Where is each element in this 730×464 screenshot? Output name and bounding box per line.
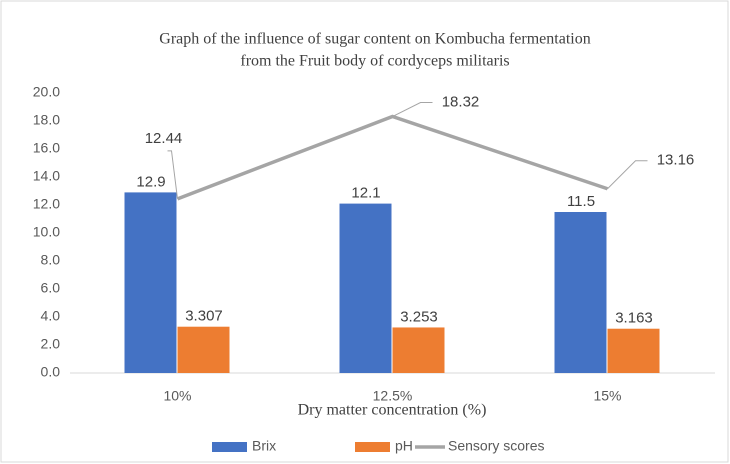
chart-title: Graph of the influence of sugar content … <box>159 31 590 48</box>
leader-line <box>392 102 433 117</box>
data-label: 12.44 <box>145 130 183 147</box>
data-label: 12.9 <box>136 173 165 190</box>
y-tick-label: 10.0 <box>33 224 60 240</box>
x-tick-label: 12.5% <box>373 388 413 404</box>
y-tick-label: 16.0 <box>33 140 60 156</box>
legend-swatch <box>355 442 390 452</box>
data-label: 3.253 <box>400 308 438 325</box>
bar <box>339 203 392 373</box>
legend-label: pH <box>395 438 413 454</box>
y-tick-label: 18.0 <box>33 112 60 128</box>
leader-line <box>167 150 178 199</box>
y-tick-label: 0.0 <box>41 364 61 380</box>
bar <box>554 212 607 373</box>
data-label: 11.5 <box>567 193 595 210</box>
x-tick-label: 10% <box>163 388 191 404</box>
bar <box>392 327 445 373</box>
legend-label: Brix <box>252 438 276 454</box>
chart-title: from the Fruit body of cordyceps militar… <box>240 53 509 70</box>
legend-label: Sensory scores <box>448 438 544 454</box>
y-tick-label: 20.0 <box>33 84 60 100</box>
data-label: 12.1 <box>351 185 380 202</box>
y-tick-label: 4.0 <box>41 308 61 324</box>
leader-line <box>607 160 648 190</box>
data-label: 3.307 <box>185 308 223 325</box>
data-label: 3.163 <box>615 310 653 327</box>
bar <box>124 192 177 373</box>
data-label: 13.16 <box>657 152 695 169</box>
bar <box>177 326 230 373</box>
x-tick-label: 15% <box>593 388 621 404</box>
bar <box>607 328 660 373</box>
x-axis-label: Dry matter concentration (%) <box>298 402 487 419</box>
y-tick-label: 6.0 <box>41 280 61 296</box>
y-tick-label: 8.0 <box>41 252 61 268</box>
y-tick-label: 2.0 <box>41 336 61 352</box>
legend-swatch <box>212 442 247 452</box>
y-tick-label: 14.0 <box>33 168 60 184</box>
data-label: 18.32 <box>442 93 480 110</box>
y-tick-label: 12.0 <box>33 196 60 212</box>
